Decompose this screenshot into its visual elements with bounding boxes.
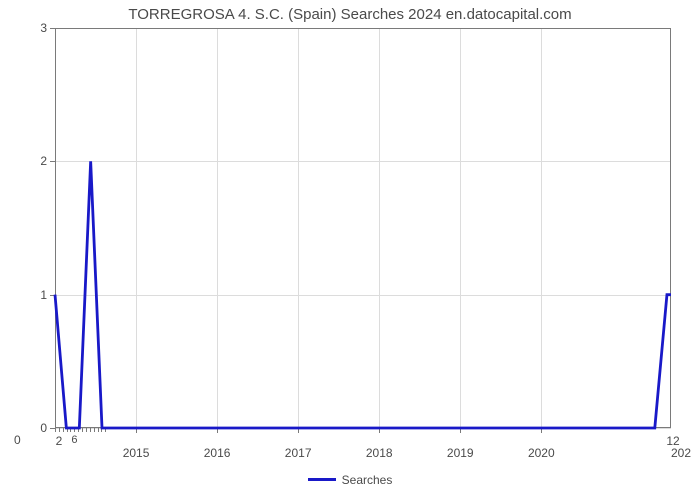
y-tick	[50, 428, 55, 429]
x-secondary-label-right: 12	[666, 434, 679, 448]
x-minor-tick	[98, 428, 99, 432]
series-line	[55, 28, 671, 428]
x-minor-tick	[86, 428, 87, 432]
x-axis-label: 2020	[528, 446, 555, 460]
x-minor-tick	[82, 428, 83, 432]
x-axis-label: 2016	[204, 446, 231, 460]
y-secondary-label-bottom: 0	[14, 433, 21, 447]
x-minor-tick	[55, 428, 56, 432]
x-minor-tick	[59, 428, 60, 432]
x-axis-label: 2019	[447, 446, 474, 460]
legend-item: Searches	[308, 473, 393, 487]
x-minor-tick	[94, 428, 95, 432]
plot-area: 20152016201720182019202020260123	[55, 28, 671, 428]
x-secondary-label-left: 2	[56, 434, 63, 448]
y-axis-label: 0	[29, 421, 47, 435]
x-axis-label-edge: 202	[671, 446, 691, 460]
legend-swatch	[308, 478, 336, 481]
legend-label: Searches	[342, 473, 393, 487]
y-axis-label: 3	[29, 21, 47, 35]
x-minor-tick	[63, 428, 64, 432]
x-axis-label: 2018	[366, 446, 393, 460]
chart-container: TORREGROSA 4. S.C. (Spain) Searches 2024…	[0, 0, 700, 500]
x-minor-tick	[90, 428, 91, 432]
chart-title: TORREGROSA 4. S.C. (Spain) Searches 2024…	[0, 6, 700, 23]
x-minor-label: 6	[71, 434, 77, 446]
legend: Searches	[0, 470, 700, 487]
y-axis-label: 2	[29, 154, 47, 168]
x-axis-label: 2017	[285, 446, 312, 460]
y-axis-label: 1	[29, 288, 47, 302]
x-axis-label: 2015	[123, 446, 150, 460]
